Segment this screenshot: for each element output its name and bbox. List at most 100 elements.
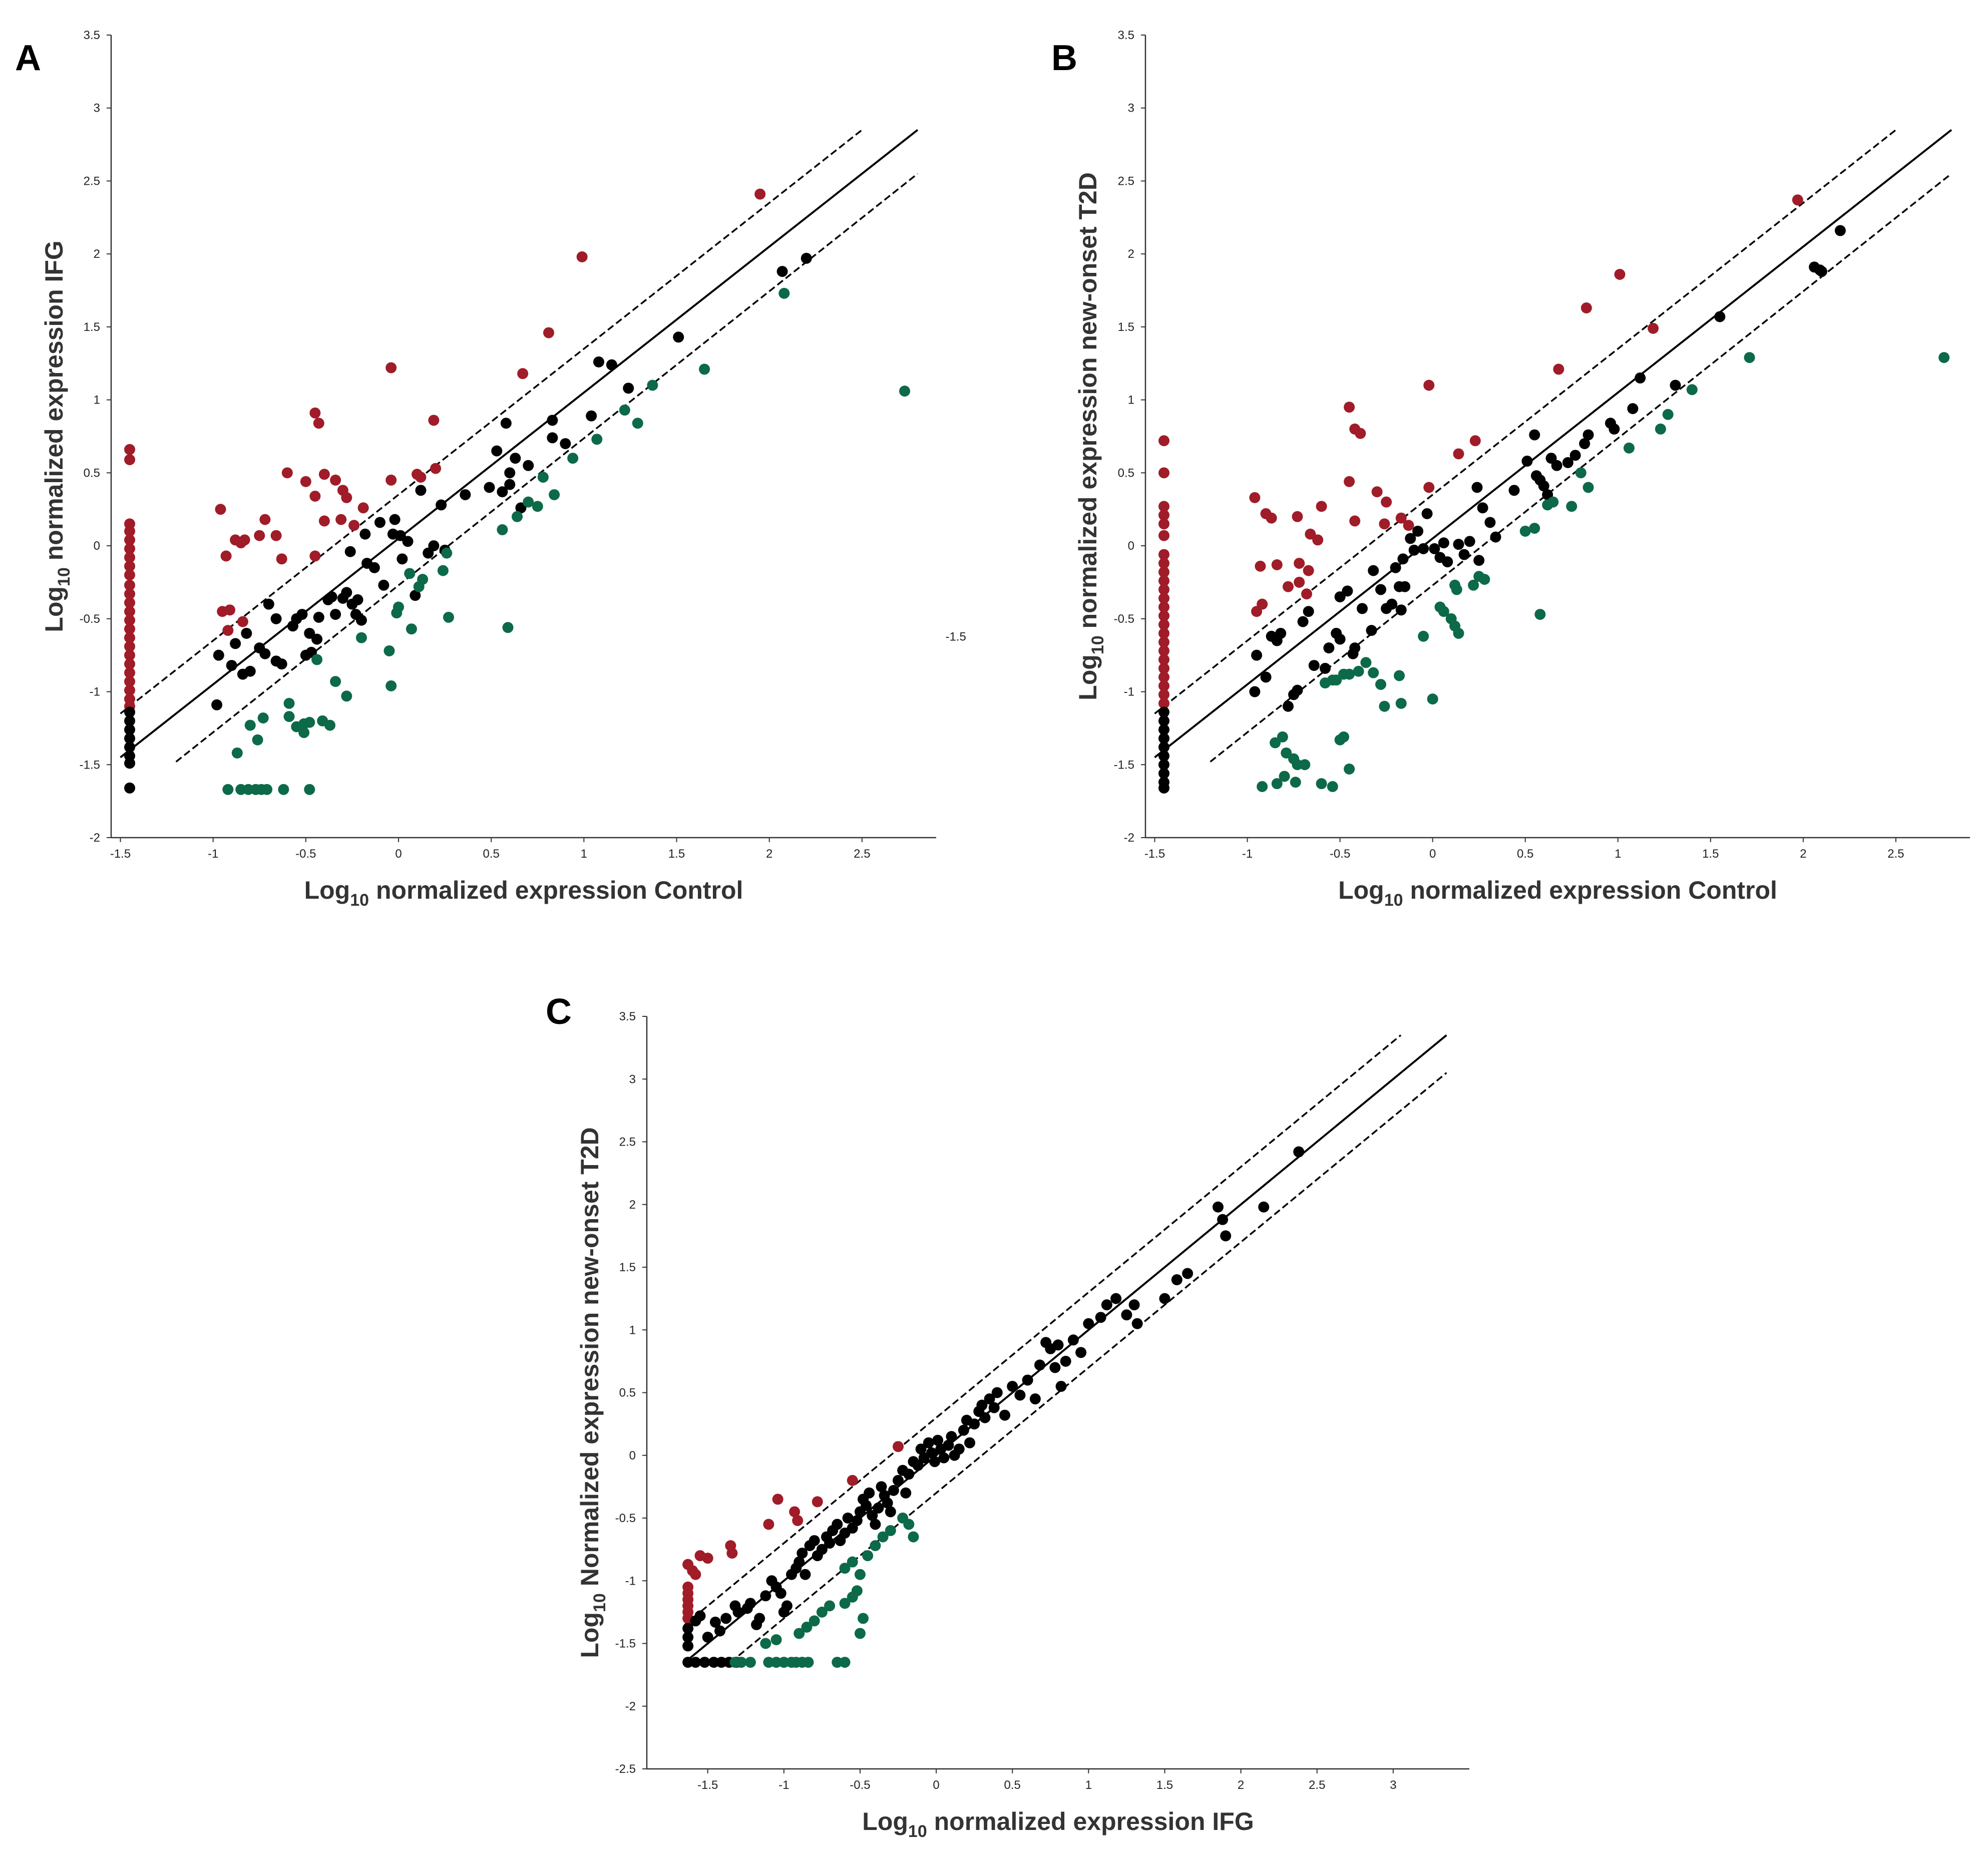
chart-panel-a: A -1.5 -1 -0.5 0 0.5 1 1.5 2 2.5 -2 -1.5 -1 -0.5 0 0.5 1… [15,29,966,910]
unchanged-point [330,609,341,620]
x-tick-label: -1.5 [697,1778,718,1792]
unchanged-point [682,1640,694,1652]
unchanged-point [337,593,348,604]
y-tick-label: 0 [1128,539,1134,553]
unchanged-point [1490,531,1501,543]
unchanged-point [1408,544,1420,556]
down-regulated-point [512,511,523,522]
up-regulated-point [1648,322,1659,334]
up-regulated-point [222,625,234,636]
unchanged-point [946,1431,957,1442]
unchanged-point [824,1538,836,1549]
unchanged-point [1022,1374,1033,1386]
down-regulated-point [1277,731,1288,743]
up-regulated-point [1255,560,1266,572]
down-regulated-point [1316,778,1327,790]
down-regulated-point [1418,630,1429,642]
down-regulated-point [803,1657,814,1668]
x-tick-label: 1 [581,847,587,861]
up-regulated-point [1158,566,1170,578]
up-regulated-point [517,368,529,380]
unchanged-point [932,1434,944,1446]
unchanged-point [124,732,136,744]
up-regulated-point [124,525,136,537]
unchanged-point [988,1402,1000,1413]
unchanged-point [344,546,356,557]
unchanged-point [374,517,385,528]
unchanged-point [396,553,408,565]
unchanged-point [1303,606,1314,617]
down-regulated-point [862,1550,874,1562]
down-regulated-point [647,380,658,391]
unchanged-point [1357,603,1368,614]
unchanged-point [816,1544,828,1555]
down-regulated-point [341,690,352,702]
down-regulated-point [567,453,579,464]
x-tick-label: 2 [1238,1778,1244,1792]
unchanged-point [1334,633,1346,645]
y-tick-label: 1.5 [619,1261,636,1274]
unchanged-point [708,1657,719,1668]
unchanged-point [1508,485,1520,496]
unchanged-point [1484,517,1496,528]
series-down-regulated [222,287,911,795]
down-regulated-point [355,632,367,643]
up-regulated-point [702,1553,713,1564]
unchanged-point [882,1497,893,1509]
up-regulated-point [281,467,293,479]
down-regulated-point [1271,778,1283,790]
up-regulated-point [1158,689,1170,700]
up-regulated-point [1553,363,1564,375]
unchanged-point [276,658,287,670]
x-tick-label: 3 [1390,1778,1396,1792]
unchanged-point [497,486,508,498]
y-tick-label: -2 [90,831,100,845]
unchanged-point [211,699,223,710]
up-regulated-point [1453,448,1464,460]
up-regulated-point [1266,512,1277,524]
unchanged-point [976,1399,988,1411]
unchanged-point [867,1510,878,1521]
y-tick-label: 2.5 [619,1136,636,1149]
down-regulated-point [1468,579,1479,591]
down-regulated-point [1519,525,1531,537]
unchanged-point [1453,539,1464,550]
unchanged-point [1529,429,1540,441]
up-regulated-point [893,1441,904,1452]
down-regulated-point [549,489,560,501]
up-regulated-point [1344,476,1355,487]
up-regulated-point [237,616,248,627]
up-regulated-point [1614,268,1626,280]
chart-panel-c: C -1.5 -1 -0.5 0 0.5 1 1.5 2 2.5 3 -2.5 -2 -1.5 -1 -0.5… [546,992,1469,1841]
unchanged-point [1217,1214,1229,1225]
up-regulated-point [124,534,136,546]
down-regulated-point [1547,496,1559,508]
down-regulated-point [1353,665,1364,677]
down-regulated-point [809,1615,820,1627]
up-regulated-point [124,569,136,581]
unchanged-point [732,1606,744,1618]
down-regulated-point [311,654,323,665]
unchanged-point [699,1657,710,1668]
x-axis-title-prefix: Log [862,1807,908,1835]
unchanged-point [263,598,274,610]
down-regulated-point [824,1600,836,1612]
down-regulated-point [885,1525,896,1537]
y-tick-label: -1.5 [80,758,100,772]
up-regulated-point [543,327,554,338]
up-regulated-point [1294,576,1305,588]
unchanged-point [793,1556,805,1568]
down-regulated-point [532,501,543,512]
unchanged-point [410,590,421,601]
down-regulated-point [744,1657,756,1668]
x-tick-label: -1 [1242,847,1253,861]
unchanged-point [259,648,271,659]
unchanged-point [428,540,440,552]
series-unchanged [1158,225,1846,794]
unchanged-point [861,1500,872,1511]
unchanged-point [893,1474,904,1486]
y-tick-label: -1.5 [615,1637,636,1651]
down-regulated-point [854,1628,866,1639]
unchanged-point [1258,1201,1270,1213]
x-tick-label: 0 [395,847,402,861]
